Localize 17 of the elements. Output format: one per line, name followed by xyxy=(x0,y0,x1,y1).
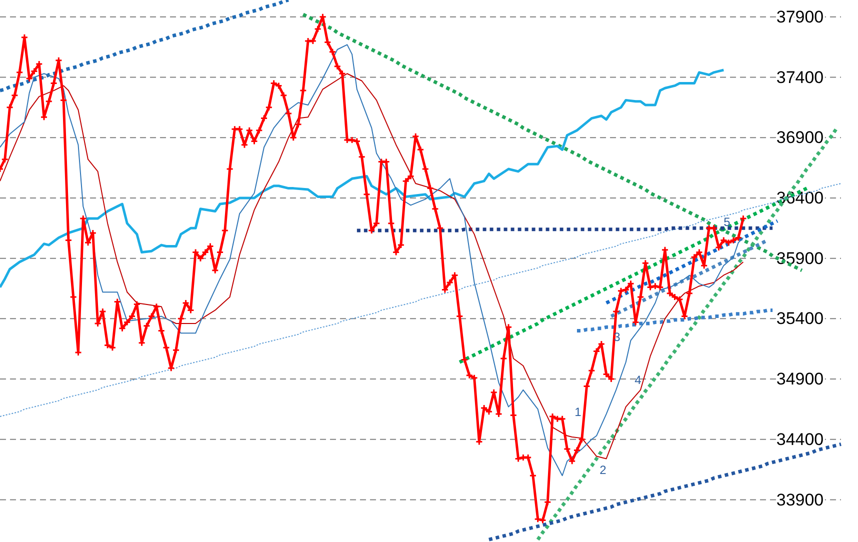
annotation: 1 xyxy=(574,405,582,419)
line-series xyxy=(536,127,838,542)
y-tick-label: 36900 xyxy=(776,128,824,148)
line-series xyxy=(0,182,842,417)
annotation: 2 xyxy=(600,463,607,477)
y-tick-label: 37900 xyxy=(776,7,824,26)
y-tick-label: 35400 xyxy=(776,309,824,328)
line-series xyxy=(0,0,290,92)
y-tick-label: 35900 xyxy=(776,248,824,268)
y-tick-label: 34900 xyxy=(776,370,824,389)
y-tick-label: 33900 xyxy=(776,490,824,510)
annotation: 5 xyxy=(724,215,731,229)
line-series xyxy=(0,68,725,289)
annotation: 4 xyxy=(634,373,642,387)
y-tick-label: 34400 xyxy=(776,430,824,449)
line-series xyxy=(575,308,774,333)
y-tick-label: 37400 xyxy=(776,68,824,87)
